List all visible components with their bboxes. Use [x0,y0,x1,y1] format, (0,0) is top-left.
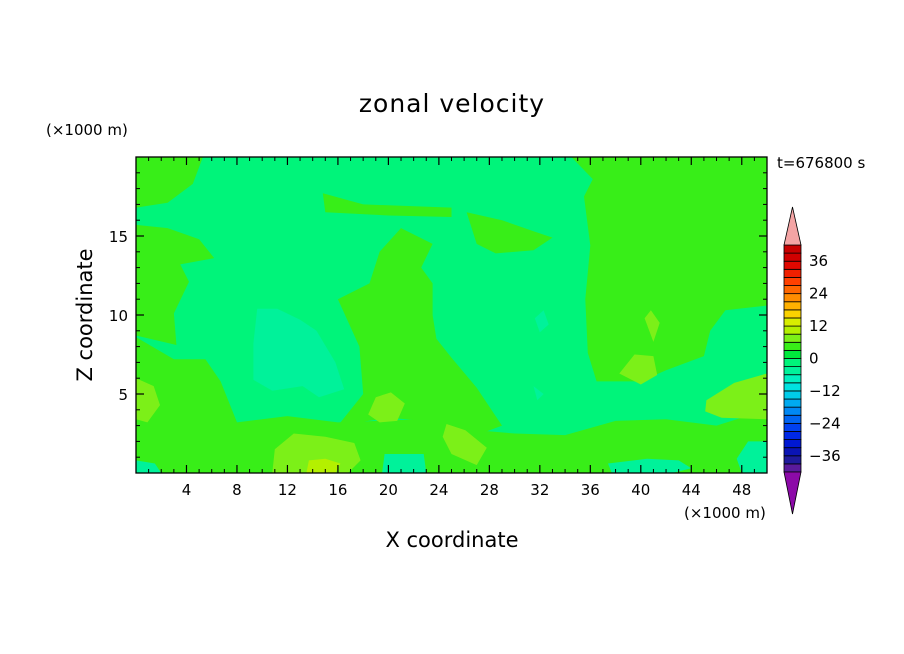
x-tick-label: 36 [581,481,600,499]
contour-region [736,441,767,473]
colorbar-bin [783,252,802,262]
colorbar-bin [783,431,802,440]
colorbar-bin [783,349,802,359]
colorbar-bin [783,301,802,311]
contour-region [644,310,660,342]
colorbar-bin [783,439,802,449]
y-unit-label: (×1000 m) [46,121,128,139]
colorbar-bin [783,268,802,278]
colorbar-bin [783,463,802,473]
chart-title: zonal velocity [359,89,545,118]
colorbar-label: 24 [809,285,828,303]
contour-region [705,373,767,420]
colorbar-under-arrow [783,471,802,515]
x-axis-label: X coordinate [385,528,518,552]
y-axis-label: Z coordinate [73,248,97,381]
contour-region [322,193,452,217]
colorbar-bin [783,455,802,465]
contour-region [136,460,162,473]
contour-region [286,352,319,366]
y-axis: 5 10 15 [109,172,767,458]
contour-fill-layer [136,157,767,473]
colorbar-bin [783,285,802,295]
colorbar-bin [783,325,802,335]
colorbar-label: 36 [809,252,828,270]
x-tick-label: 4 [182,481,192,499]
colorbar-bin [783,333,802,343]
colorbar-bin [783,309,802,319]
x-tick-label: 16 [328,481,347,499]
contour-region [136,378,160,423]
colorbar-bin [783,341,802,351]
x-axis: 4 8 12 16 20 24 28 32 36 40 44 48 [148,157,755,499]
contour-region [619,354,658,385]
colorbar-bin [783,358,802,368]
colorbar-bin [783,447,802,457]
x-tick-label: 28 [480,481,499,499]
colorbar-label: 12 [809,317,828,335]
x-tick-label: 40 [631,481,650,499]
x-tick-label: 8 [232,481,242,499]
colorbar-bin [783,366,802,376]
x-tick-label: 24 [429,481,448,499]
colorbar-bin [783,390,802,400]
colorbar-bin [783,260,802,270]
colorbar-bin [783,398,802,408]
contour-region [253,308,345,398]
contour-region [571,157,767,382]
colorbar-bin [783,414,802,424]
contour-region [306,458,341,473]
x-tick-label: 20 [379,481,398,499]
x-tick-label: 32 [530,481,549,499]
contour-region [533,386,544,401]
y-tick-label: 15 [109,228,128,246]
colorbar-bin [783,406,802,416]
y-tick-label: 10 [109,307,128,325]
x-tick-label: 48 [732,481,751,499]
contour-region [608,458,692,473]
x-tick-label: 12 [278,481,297,499]
colorbar-bin [783,382,802,392]
contour-region [337,228,502,436]
contour-region [136,224,215,345]
colorbar-bin [783,244,802,254]
colorbar-label: −12 [809,382,841,400]
colorbar-bin [783,277,802,286]
colorbar-over-arrow [783,206,802,246]
colorbar-bin [783,374,802,384]
colorbar-label: 0 [809,350,819,368]
contour-region [534,310,549,333]
contour-region [382,454,427,473]
colorbar-bin [783,293,802,303]
x-unit-label: (×1000 m) [684,504,766,522]
contour-region [368,392,405,423]
colorbar-bin [783,317,802,327]
colorbar-label: −36 [809,447,841,465]
time-label: t=676800 s [777,154,865,172]
contour-region [442,424,487,466]
contour-region [466,212,553,254]
x-tick-label: 44 [682,481,701,499]
y-tick-label: 5 [118,386,128,404]
colorbar-label: −24 [809,414,841,432]
contour-region [136,157,203,208]
colorbar-bin [783,422,802,432]
colorbar: 36 24 12 0 −12 −24 −36 [783,206,841,515]
